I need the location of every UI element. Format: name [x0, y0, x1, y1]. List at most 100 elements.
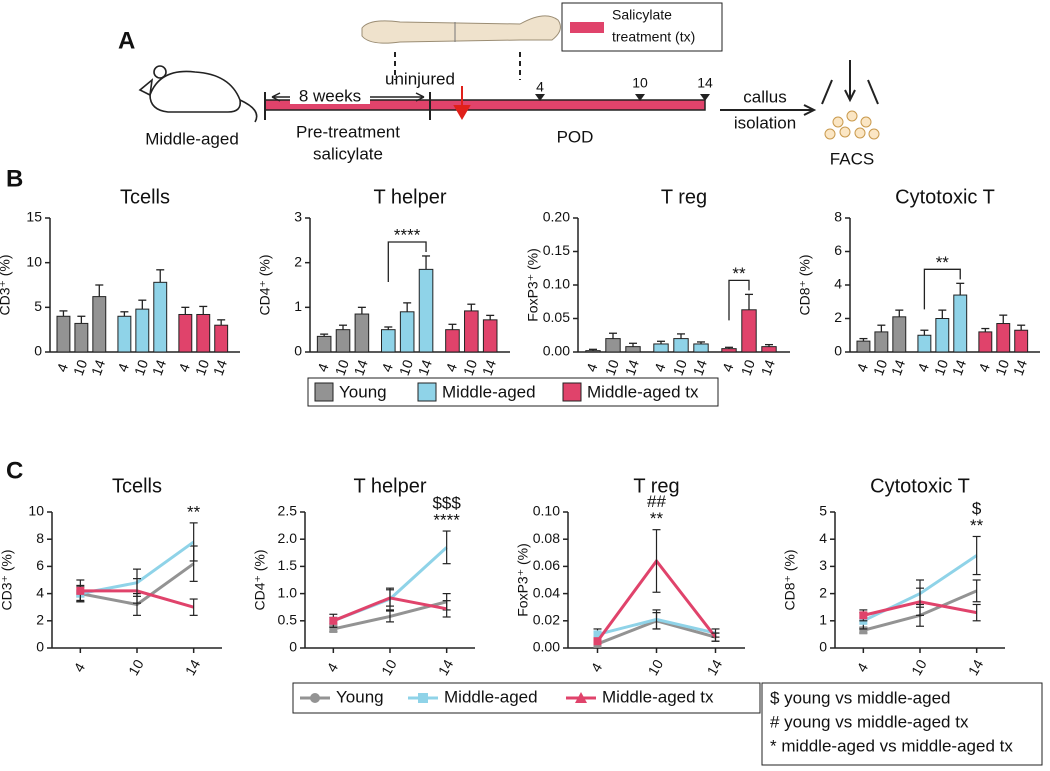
- chart-title: T reg: [633, 475, 679, 497]
- y-tick-label: 1.5: [278, 557, 298, 573]
- legend-marker: [418, 693, 428, 703]
- x-tick-label: 10: [125, 656, 147, 678]
- day-label: 10: [632, 75, 648, 91]
- bar: [625, 346, 641, 353]
- assay-label: FACS: [830, 149, 874, 168]
- y-tick-label: 0.02: [533, 612, 560, 628]
- bar: [653, 343, 669, 353]
- y-tick-label: 1.0: [278, 584, 298, 600]
- y-axis-label: CD3⁺ (%): [0, 549, 15, 610]
- x-tick-label: 4: [114, 361, 132, 374]
- legend-label: treatment (tx): [612, 29, 695, 45]
- y-axis-label: CD4⁺ (%): [252, 549, 268, 610]
- bar: [335, 329, 351, 353]
- x-tick-label: 10: [192, 357, 212, 377]
- y-tick-label: 0: [819, 639, 827, 655]
- x-tick-label: 4: [53, 361, 71, 374]
- point-marker: [329, 624, 338, 633]
- bar: [953, 294, 968, 353]
- key-entry: $ young vs middle-aged: [770, 688, 951, 707]
- significance-bracket: [728, 279, 750, 321]
- x-tick-label: 10: [396, 357, 416, 377]
- legend-label: Young: [339, 382, 387, 401]
- y-tick-label: 0.5: [278, 612, 298, 628]
- bar: [56, 315, 71, 353]
- bar: [214, 324, 229, 353]
- point-marker: [593, 630, 602, 639]
- x-tick-label: 10: [378, 656, 400, 678]
- legend-swatch: [562, 382, 582, 402]
- bar: [741, 309, 757, 353]
- x-tick-label: 10: [602, 357, 622, 377]
- mouse-label: Middle-aged: [145, 129, 239, 148]
- bar: [482, 319, 498, 353]
- y-tick-label: 3: [819, 557, 827, 573]
- bone-icon: [361, 15, 561, 80]
- legend-label: Middle-aged: [442, 382, 536, 401]
- x-tick-label: 14: [888, 357, 908, 377]
- legend-label: Young: [336, 687, 384, 706]
- x-tick-label: 14: [949, 357, 969, 377]
- significance-label: ****: [433, 511, 460, 530]
- legend-label: Salicylate: [612, 7, 672, 23]
- injury-label: uninjured: [385, 69, 455, 88]
- significance-label: **: [936, 253, 950, 272]
- y-tick-label: 0: [34, 343, 42, 359]
- bar: [92, 296, 107, 353]
- bar: [1014, 329, 1029, 353]
- chart-title: Cytotoxic T: [895, 186, 995, 208]
- x-tick-label: 10: [70, 357, 90, 377]
- y-tick-label: 2: [819, 584, 827, 600]
- y-tick-label: 0.00: [543, 343, 570, 359]
- y-tick-label: 8: [36, 530, 44, 546]
- bar: [721, 348, 737, 353]
- bar: [178, 313, 193, 353]
- facs-icon: [821, 60, 880, 140]
- chart-title: Tcells: [112, 475, 162, 497]
- chart-title: Tcells: [120, 186, 170, 208]
- x-tick-label: 4: [914, 361, 932, 374]
- x-tick-label: 10: [908, 656, 930, 678]
- y-tick-label: 1: [294, 298, 302, 314]
- x-tick-label: 4: [583, 361, 601, 374]
- y-axis-label: CD3⁺ (%): [0, 254, 13, 315]
- x-tick-label: 10: [131, 357, 151, 377]
- bar: [354, 313, 370, 353]
- y-tick-label: 5: [34, 298, 42, 314]
- y-tick-label: 6: [834, 242, 842, 258]
- x-tick-label: 10: [870, 357, 890, 377]
- chart-title: T reg: [661, 186, 707, 208]
- x-tick-label: 14: [435, 656, 457, 678]
- y-axis-label: CD8⁺ (%): [797, 254, 813, 315]
- y-tick-label: 1: [819, 612, 827, 628]
- x-tick-label: 4: [442, 361, 460, 374]
- x-tick-label: 4: [70, 660, 88, 675]
- panel-label: A: [118, 27, 135, 54]
- significance-label: **: [970, 516, 984, 535]
- y-tick-label: 0.05: [543, 309, 570, 325]
- significance-label: ##: [647, 492, 666, 511]
- x-tick-label: 14: [965, 656, 987, 678]
- bar: [978, 331, 993, 353]
- y-tick-label: 4: [834, 276, 842, 292]
- bar: [117, 315, 132, 353]
- point-marker: [76, 586, 85, 595]
- y-tick-label: 0.20: [543, 209, 570, 225]
- x-tick-label: 14: [479, 357, 499, 377]
- panel-label: C: [6, 457, 23, 484]
- x-tick-label: 4: [314, 361, 332, 374]
- y-tick-label: 0: [834, 343, 842, 359]
- y-tick-label: 6: [36, 557, 44, 573]
- x-tick-label: 14: [622, 357, 642, 377]
- y-tick-label: 4: [36, 584, 44, 600]
- y-axis-label: CD4⁺ (%): [257, 254, 273, 315]
- x-tick-label: 14: [88, 357, 108, 377]
- legend-box: [307, 377, 719, 407]
- bar: [917, 334, 932, 353]
- bar: [693, 343, 709, 353]
- x-tick-label: 4: [651, 361, 669, 374]
- x-tick-label: 4: [378, 361, 396, 374]
- legend-swatch: [570, 22, 604, 33]
- x-tick-label: 4: [853, 660, 871, 675]
